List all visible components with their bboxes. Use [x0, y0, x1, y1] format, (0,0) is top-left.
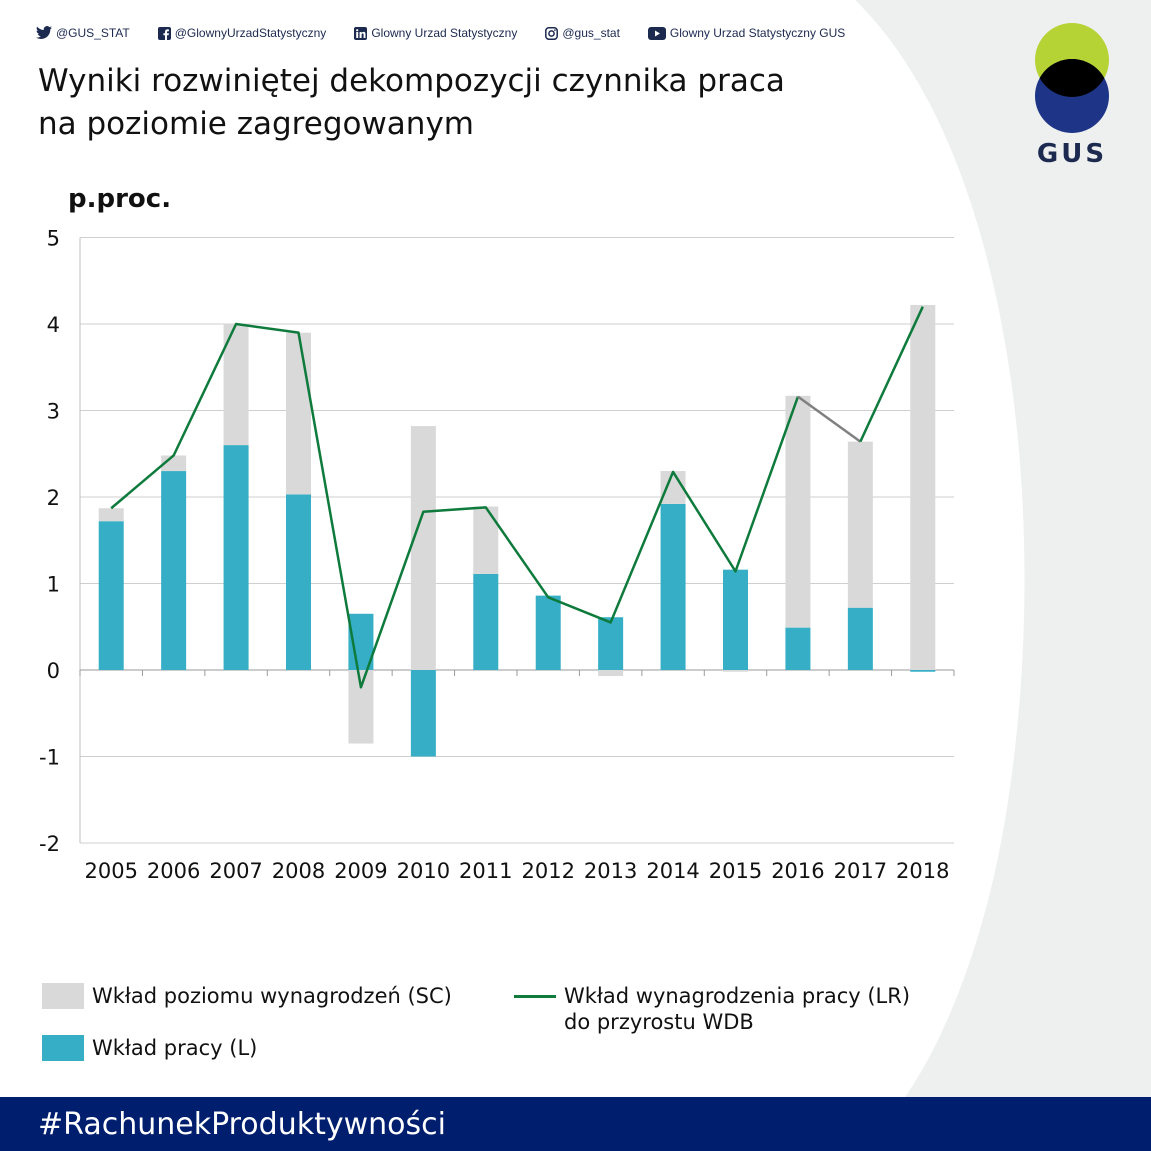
- facebook-handle: @GlownyUrzadStatystyczny: [174, 26, 327, 40]
- legend-label-l: Wkład pracy (L): [92, 1036, 258, 1060]
- x-tick-label: 2014: [646, 859, 699, 883]
- chart-bars: [98, 304, 936, 757]
- line-lr-segment-2018: [859, 306, 924, 443]
- bar-l: [535, 595, 561, 670]
- bar-l: [847, 607, 873, 670]
- bar-sc: [785, 395, 811, 628]
- x-tick-label: 2009: [334, 859, 387, 883]
- bar-l: [785, 627, 811, 670]
- instagram-icon: [545, 26, 559, 40]
- page-title: Wyniki rozwiniętej dekompozycji czynnika…: [38, 60, 785, 146]
- chart-line-series: [110, 306, 924, 689]
- legend-swatch-lr: [514, 995, 556, 998]
- x-tick-label: 2015: [709, 859, 762, 883]
- bar-sc: [598, 670, 624, 677]
- twitter-icon: [36, 26, 52, 40]
- linkedin-icon: [354, 26, 368, 40]
- x-tick-label: 2010: [397, 859, 450, 883]
- x-tick-label: 2008: [272, 859, 325, 883]
- bar-l: [598, 617, 624, 670]
- x-tick-label: 2006: [147, 859, 200, 883]
- y-tick-label: 5: [47, 227, 60, 251]
- chart-axes: [79, 237, 955, 843]
- y-tick-label: 2: [47, 486, 60, 510]
- page-title-line-2: na poziomie zagregowanym: [38, 106, 474, 142]
- gus-logo: GUS: [1035, 23, 1109, 169]
- legend-item-l: Wkład pracy (L): [42, 1035, 257, 1061]
- bar-sc: [473, 506, 499, 574]
- x-tick-label: 2011: [459, 859, 512, 883]
- y-tick-label: 1: [47, 573, 60, 597]
- bar-sc: [723, 670, 748, 672]
- social-links-bar: @GUS_STAT @GlownyUrzadStatystyczny Glown…: [36, 24, 873, 42]
- y-tick-label: 0: [47, 659, 60, 683]
- bar-sc: [910, 304, 936, 670]
- footer-hashtag[interactable]: #RachunekProduktywności: [38, 1107, 446, 1142]
- bar-l: [723, 569, 748, 670]
- legend-swatch-sc: [42, 983, 84, 1009]
- y-tick-label: 4: [47, 313, 60, 337]
- youtube-icon: [647, 26, 666, 40]
- legend-label-sc: Wkład poziomu wynagrodzeń (SC): [92, 984, 452, 1008]
- x-tick-label: 2013: [584, 859, 637, 883]
- social-twitter[interactable]: @GUS_STAT: [36, 26, 130, 40]
- logo-overlap: [1035, 59, 1109, 97]
- legend-label-lr: Wkład wynagrodzenia pracy (LR) do przyro…: [564, 983, 910, 1035]
- twitter-handle: @GUS_STAT: [56, 26, 130, 40]
- legend-label-lr-line-2: do przyrostu WDB: [564, 1010, 754, 1034]
- x-tick-label: 2016: [771, 859, 824, 883]
- x-tick-label: 2017: [834, 859, 887, 883]
- line-lr-segment-2017: [797, 395, 862, 443]
- linkedin-handle: Glowny Urzad Statystyczny: [371, 26, 518, 40]
- bar-l: [286, 494, 311, 670]
- x-tick-label: 2018: [896, 859, 949, 883]
- bar-l: [660, 503, 686, 670]
- legend-item-sc: Wkład poziomu wynagrodzeń (SC): [42, 983, 452, 1009]
- social-linkedin[interactable]: Glowny Urzad Statystyczny: [354, 26, 517, 40]
- bar-l: [410, 670, 436, 757]
- social-youtube[interactable]: Glowny Urzad Statystyczny GUS: [647, 26, 846, 40]
- y-tick-label: 3: [47, 400, 60, 424]
- social-instagram[interactable]: @gus_stat: [545, 26, 620, 40]
- bar-sc: [847, 441, 873, 608]
- chart-tick-labels: 5 4 3 2 1 0 -1 -2 2005 2006 2007 2008 2009 2010 2011 20…: [39, 227, 949, 884]
- bar-l: [473, 573, 499, 670]
- y-axis-unit-label: p.proc.: [68, 184, 172, 214]
- bar-l: [910, 670, 936, 672]
- y-tick-label: -2: [39, 832, 60, 856]
- x-tick-label: 2007: [209, 859, 262, 883]
- y-tick-label: -1: [39, 746, 60, 770]
- logo-text: GUS: [1037, 139, 1107, 169]
- bar-l: [223, 445, 249, 670]
- bar-sc: [286, 332, 311, 495]
- chart-gridlines: [80, 237, 954, 844]
- x-tick-label: 2012: [521, 859, 574, 883]
- social-facebook[interactable]: @GlownyUrzadStatystyczny: [157, 26, 327, 40]
- bar-sc: [410, 426, 436, 670]
- footer-bar: #RachunekProduktywności: [0, 1097, 1151, 1151]
- page-title-line-1: Wyniki rozwiniętej dekompozycji czynnika…: [38, 63, 785, 99]
- facebook-icon: [157, 26, 171, 40]
- youtube-handle: Glowny Urzad Statystyczny GUS: [669, 26, 846, 40]
- x-tick-label: 2005: [84, 859, 137, 883]
- line-lr: [110, 322, 800, 689]
- bar-l: [98, 521, 124, 670]
- legend-swatch-l: [42, 1035, 84, 1061]
- instagram-handle: @gus_stat: [562, 26, 620, 40]
- bar-sc: [98, 508, 124, 522]
- legend-label-lr-line-1: Wkład wynagrodzenia pracy (LR): [564, 984, 911, 1008]
- bar-l: [161, 471, 187, 670]
- legend-item-lr: Wkład wynagrodzenia pracy (LR) do przyro…: [514, 983, 910, 1035]
